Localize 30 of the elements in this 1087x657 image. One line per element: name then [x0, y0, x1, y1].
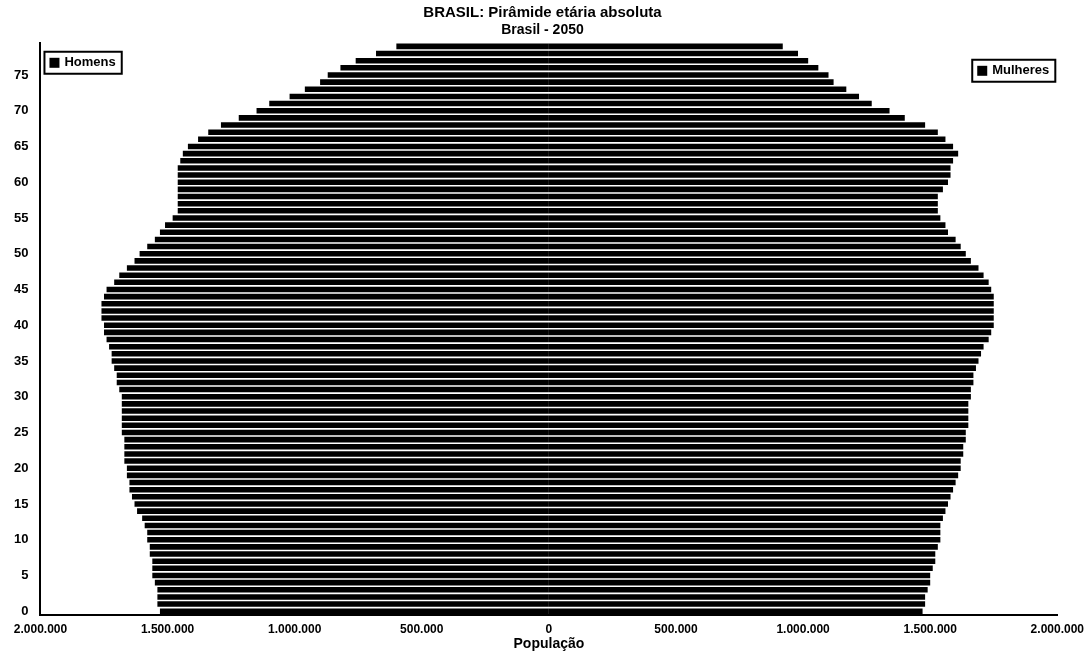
x-tick-label: 1.500.000 — [903, 622, 958, 637]
legend-label: Mulheres — [992, 62, 1050, 78]
y-tick-label: 5 — [21, 567, 29, 583]
x-tick-label: 1.000.000 — [267, 622, 322, 637]
legend-label: Homens — [64, 54, 116, 70]
y-tick-label: 10 — [13, 531, 29, 547]
x-tick-label: 0 — [545, 622, 553, 637]
chart-subtitle: Brasil - 2050 — [501, 21, 584, 38]
y-tick-label: 15 — [13, 495, 29, 511]
y-tick-label: 40 — [13, 316, 29, 332]
x-tick-label: 2.000.000 — [1030, 622, 1085, 637]
x-tick-label: 500.000 — [654, 622, 698, 637]
chart-title: BRASIL: Pirâmide etária absoluta — [423, 3, 663, 21]
y-tick-label: 35 — [13, 352, 29, 368]
y-tick-label: 30 — [13, 388, 29, 404]
y-tick-label: 55 — [13, 209, 29, 225]
x-tick-label: 1.000.000 — [776, 622, 831, 637]
y-tick-label: 65 — [13, 138, 29, 154]
x-tick-label: 1.500.000 — [140, 622, 195, 637]
y-tick-label: 70 — [13, 102, 29, 118]
x-tick-label: 500.000 — [400, 622, 444, 637]
y-tick-label: 60 — [13, 173, 29, 189]
y-tick-label: 45 — [13, 281, 29, 297]
y-tick-label: 20 — [13, 459, 29, 475]
x-tick-label: 2.000.000 — [13, 622, 68, 637]
y-tick-label: 50 — [13, 245, 29, 261]
y-tick-label: 75 — [13, 66, 29, 82]
y-tick-label: 0 — [21, 602, 29, 618]
x-axis-title: População — [513, 635, 585, 652]
y-tick-label: 25 — [13, 424, 29, 440]
